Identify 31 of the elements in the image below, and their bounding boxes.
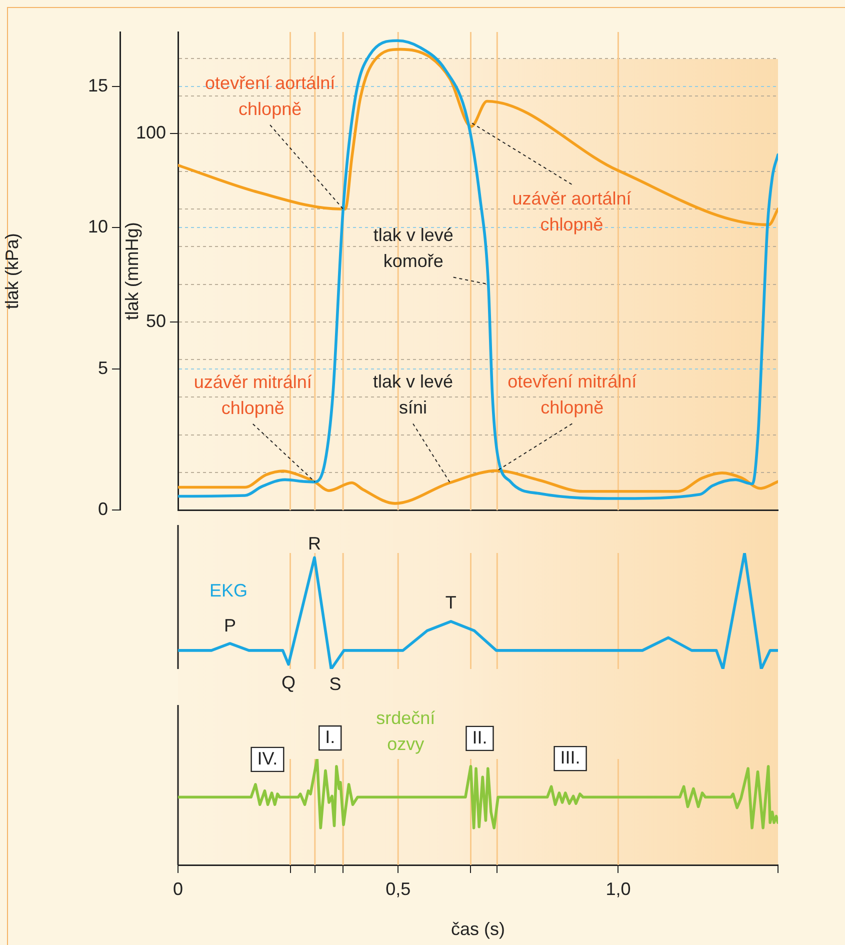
y-tick-label: 50 <box>146 310 166 331</box>
annotation: IV. <box>257 748 278 768</box>
annotation: uzávěr mitrální chlopně <box>194 372 312 418</box>
x-tick-label: 1,0 <box>606 878 631 899</box>
annotation: S <box>329 674 342 694</box>
y2-tick-label: 5 <box>98 358 108 378</box>
text: tlak v levé síni <box>373 372 454 418</box>
y2-tick-label: 10 <box>88 216 108 237</box>
x-axis-title: čas (s) <box>451 919 505 940</box>
annotation: otevření mitrální chlopně <box>508 372 637 418</box>
text: EKG <box>209 580 248 600</box>
annotation: uzávěr aortální chlopně <box>512 188 632 234</box>
annotation: R <box>308 534 321 554</box>
line-series <box>178 469 778 505</box>
annotation: Q <box>281 672 296 692</box>
y2-tick-label: 15 <box>88 75 108 96</box>
series-label: tlak v levé komoře <box>373 225 454 272</box>
annotation: I. <box>325 726 336 747</box>
annotation: III. <box>560 748 580 768</box>
annotation: T <box>445 592 456 612</box>
y-axis-title: tlak (mmHg) <box>122 222 142 320</box>
x-tick-label: 0 <box>172 878 184 899</box>
y2-tick-label: 0 <box>98 499 108 520</box>
x-tick-label: 0,5 <box>386 878 411 899</box>
annotation: otevření aortální chlopně <box>205 72 336 119</box>
y2-axis-title: tlak (kPa) <box>2 233 22 310</box>
annotation: II. <box>472 727 488 748</box>
y-tick-label: 100 <box>136 122 166 143</box>
annotation: P <box>224 615 236 636</box>
text: srdeční ozvy <box>376 708 436 754</box>
line-series <box>178 39 778 500</box>
